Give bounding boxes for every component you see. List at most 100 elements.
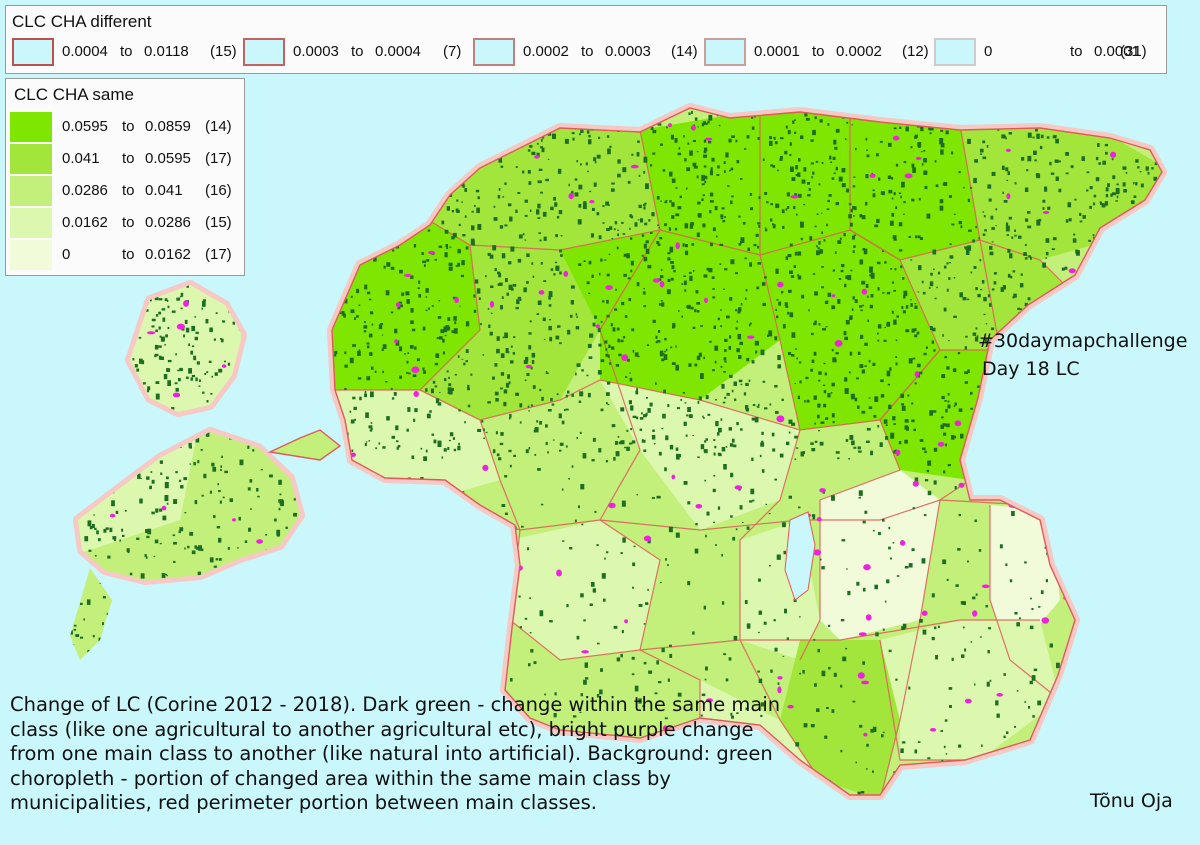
change-patch-same bbox=[771, 432, 775, 437]
change-patch-same bbox=[531, 352, 536, 358]
change-patch-same bbox=[488, 324, 491, 328]
change-patch-same bbox=[751, 117, 754, 119]
change-patch-same bbox=[1097, 290, 1100, 294]
change-patch-same bbox=[1034, 159, 1037, 162]
change-patch-same bbox=[364, 611, 367, 613]
change-patch-same bbox=[991, 327, 995, 331]
change-patch-same bbox=[824, 735, 828, 739]
change-patch-same bbox=[1064, 561, 1069, 567]
change-patch-same bbox=[1052, 237, 1057, 241]
change-patch-same bbox=[576, 635, 580, 640]
change-patch-same bbox=[1054, 159, 1059, 163]
change-patch-same bbox=[352, 396, 356, 400]
change-patch-same bbox=[403, 670, 406, 673]
change-patch-same bbox=[1148, 312, 1151, 316]
change-patch-same bbox=[176, 643, 180, 647]
change-patch-same bbox=[1088, 752, 1092, 757]
change-patch-same bbox=[1135, 159, 1139, 163]
change-patch-same bbox=[348, 502, 353, 506]
change-patch-different bbox=[556, 569, 562, 577]
change-patch-different bbox=[176, 323, 185, 330]
caption-line: Change of LC (Corine 2012 - 2018). Dark … bbox=[10, 693, 781, 716]
change-patch-same bbox=[770, 203, 773, 206]
change-patch-same bbox=[712, 105, 715, 107]
change-patch-same bbox=[1160, 129, 1162, 133]
change-patch-same bbox=[646, 344, 650, 346]
change-patch-same bbox=[945, 443, 947, 447]
change-patch-same bbox=[256, 488, 259, 492]
change-patch-same bbox=[677, 152, 682, 156]
change-patch-same bbox=[1106, 449, 1110, 454]
change-patch-same bbox=[1058, 323, 1060, 326]
change-patch-same bbox=[912, 507, 915, 510]
change-patch-different bbox=[1111, 779, 1119, 784]
change-patch-same bbox=[613, 457, 616, 461]
change-patch-same bbox=[929, 786, 933, 790]
change-patch-same bbox=[244, 391, 247, 393]
change-patch-same bbox=[398, 301, 403, 304]
change-patch-same bbox=[307, 479, 309, 481]
change-patch-same bbox=[672, 322, 676, 328]
change-patch-same bbox=[346, 568, 348, 571]
change-patch-same bbox=[1056, 662, 1060, 669]
change-patch-same bbox=[1016, 690, 1019, 692]
municipality-center-a bbox=[420, 245, 600, 420]
change-patch-same bbox=[861, 280, 866, 285]
change-patch-same bbox=[613, 625, 618, 629]
change-patch-same bbox=[517, 192, 521, 194]
change-patch-same bbox=[231, 584, 235, 589]
change-patch-same bbox=[579, 711, 582, 713]
change-patch-same bbox=[195, 546, 199, 550]
legend-swatch bbox=[473, 38, 515, 66]
legend-to: 0.0002 bbox=[836, 43, 882, 60]
change-patch-same bbox=[631, 673, 635, 676]
change-patch-same bbox=[1057, 410, 1061, 415]
change-patch-same bbox=[155, 314, 159, 317]
change-patch-same bbox=[866, 149, 868, 151]
change-patch-same bbox=[477, 224, 482, 230]
change-patch-same bbox=[772, 448, 776, 452]
change-patch-same bbox=[612, 121, 615, 124]
change-patch-same bbox=[607, 403, 610, 406]
change-patch-same bbox=[935, 184, 939, 188]
change-patch-same bbox=[321, 467, 326, 472]
change-patch-same bbox=[1091, 268, 1095, 271]
change-patch-same bbox=[898, 222, 903, 227]
change-patch-different bbox=[981, 584, 990, 589]
change-patch-same bbox=[169, 590, 173, 594]
change-patch-same bbox=[420, 447, 423, 450]
change-patch-same bbox=[987, 294, 991, 298]
change-patch-different bbox=[865, 614, 872, 621]
change-patch-same bbox=[462, 135, 465, 139]
change-patch-same bbox=[949, 243, 952, 245]
change-patch-same bbox=[812, 171, 815, 175]
change-patch-same bbox=[365, 441, 368, 443]
change-patch-same bbox=[364, 393, 367, 398]
change-patch-same bbox=[388, 108, 392, 113]
change-patch-same bbox=[1164, 117, 1167, 121]
change-patch-same bbox=[758, 678, 763, 684]
change-patch-same bbox=[1096, 325, 1100, 329]
change-patch-same bbox=[927, 490, 932, 496]
change-patch-same bbox=[1012, 116, 1014, 118]
change-patch-same bbox=[1070, 296, 1072, 299]
change-patch-different bbox=[109, 513, 116, 518]
change-patch-same bbox=[237, 547, 239, 549]
change-patch-same bbox=[852, 700, 856, 703]
change-patch-same bbox=[943, 745, 946, 749]
change-patch-same bbox=[893, 423, 896, 425]
change-patch-same bbox=[255, 600, 259, 604]
change-patch-same bbox=[160, 472, 163, 475]
change-patch-same bbox=[708, 268, 713, 273]
change-patch-same bbox=[440, 147, 445, 152]
change-patch-same bbox=[159, 508, 163, 512]
change-patch-same bbox=[642, 116, 645, 118]
change-patch-same bbox=[605, 353, 608, 357]
change-patch-same bbox=[617, 436, 620, 438]
change-patch-same bbox=[498, 158, 503, 163]
legend-to-word: to bbox=[122, 214, 135, 231]
change-patch-same bbox=[1153, 130, 1158, 134]
change-patch-same bbox=[453, 683, 458, 689]
change-patch-same bbox=[649, 164, 653, 167]
change-patch-same bbox=[1115, 511, 1118, 514]
